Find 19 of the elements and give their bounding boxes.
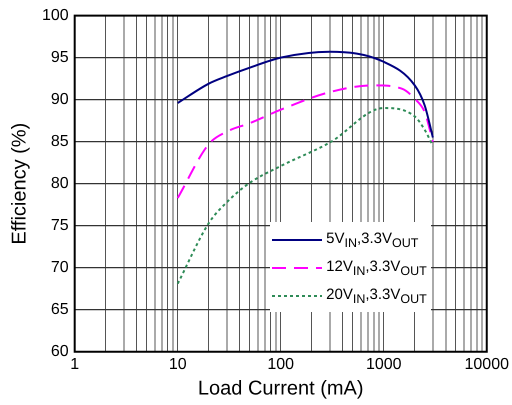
legend-label: 12V$_{IN}$,3.3V$_{OUT}$ bbox=[326, 258, 427, 278]
x-axis-title: Load Current (mA) bbox=[198, 378, 364, 400]
y-tick-label: 90 bbox=[50, 91, 69, 108]
x-tick-label: 10 bbox=[168, 356, 187, 373]
x-tick-label: 1000 bbox=[366, 356, 402, 373]
y-tick-label: 100 bbox=[42, 7, 69, 24]
x-tick-label: 100 bbox=[267, 356, 294, 373]
y-tick-label: 80 bbox=[50, 175, 69, 192]
legend-label: 20V$_{IN}$,3.3V$_{OUT}$ bbox=[326, 286, 427, 306]
y-tick-label: 70 bbox=[50, 259, 69, 276]
y-tick-label: 60 bbox=[50, 343, 69, 360]
y-axis-title: Efficiency (%) bbox=[8, 122, 31, 245]
y-tick-label: 95 bbox=[50, 49, 69, 66]
y-tick-label: 85 bbox=[50, 133, 69, 150]
legend-label: 5V$_{IN}$,3.3V$_{OUT}$ bbox=[326, 230, 418, 250]
y-tick-label: 75 bbox=[50, 217, 69, 234]
y-tick-label: 65 bbox=[50, 301, 69, 318]
x-tick-label: 10000 bbox=[464, 356, 510, 373]
x-tick-label: 1 bbox=[70, 356, 80, 373]
